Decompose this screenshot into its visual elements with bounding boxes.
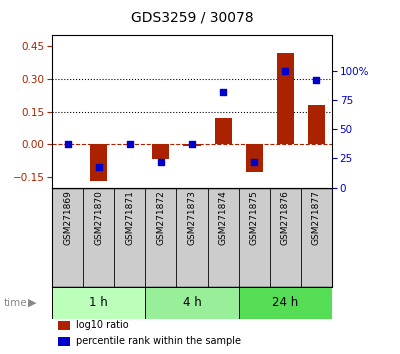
Text: percentile rank within the sample: percentile rank within the sample [76,336,241,346]
Bar [277,53,294,144]
Text: GDS3259 / 30078: GDS3259 / 30078 [131,11,253,25]
FancyBboxPatch shape [239,287,332,319]
Point [96,164,102,169]
Point [313,77,320,83]
Text: GSM271872: GSM271872 [156,190,165,245]
Point [126,142,133,147]
Point [189,142,195,147]
Text: ▶: ▶ [28,298,36,308]
Text: log10 ratio: log10 ratio [76,320,128,330]
Bar [90,144,107,181]
Bar [184,144,200,146]
Text: GSM271874: GSM271874 [219,190,228,245]
Bar [58,321,70,330]
Text: GSM271877: GSM271877 [312,190,321,245]
Text: GSM271876: GSM271876 [281,190,290,245]
Point [64,142,71,147]
Text: GSM271871: GSM271871 [125,190,134,245]
Text: GSM271870: GSM271870 [94,190,103,245]
Point [282,68,288,73]
Text: 1 h: 1 h [89,296,108,309]
FancyBboxPatch shape [145,287,239,319]
Text: 24 h: 24 h [272,296,298,309]
Text: GSM271875: GSM271875 [250,190,259,245]
Text: GSM271869: GSM271869 [63,190,72,245]
Point [220,89,226,95]
Point [158,159,164,165]
Text: time: time [4,298,28,308]
Text: 4 h: 4 h [183,296,201,309]
FancyBboxPatch shape [52,287,145,319]
Bar [152,144,170,159]
Text: GSM271873: GSM271873 [188,190,196,245]
Point [251,159,258,165]
Bar [246,144,263,172]
Bar [308,105,325,144]
Bar [58,337,70,346]
Bar [214,118,232,144]
